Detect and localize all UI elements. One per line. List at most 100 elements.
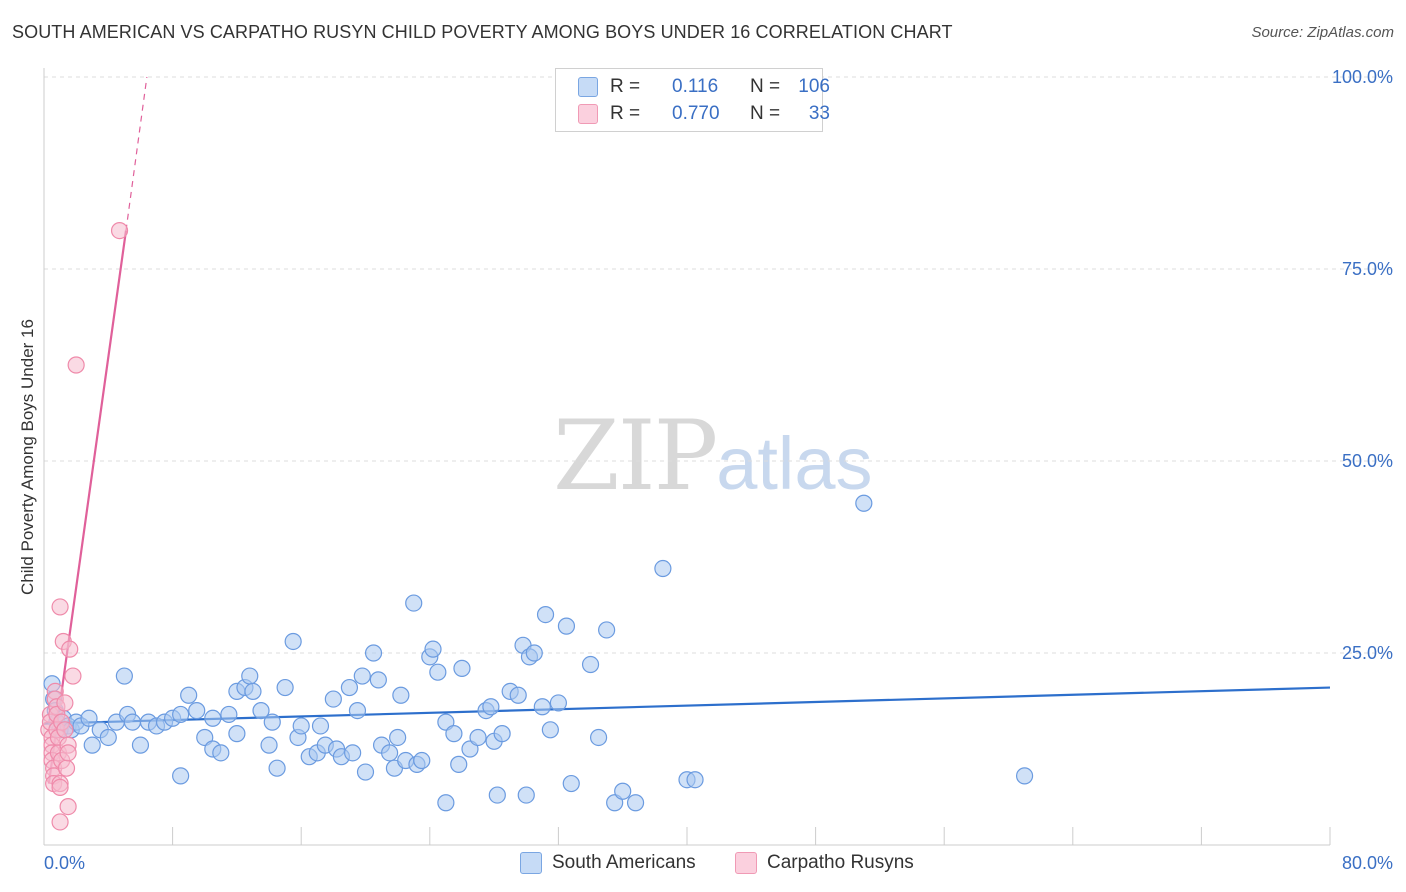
south-americans-point xyxy=(263,713,281,731)
bottom-legend-swatch-blue xyxy=(520,852,542,874)
legend-swatch-blue xyxy=(578,77,598,97)
south-americans-point xyxy=(445,725,463,743)
south-americans-point xyxy=(123,713,142,731)
south-americans-point xyxy=(488,786,506,804)
carpatho-rusyns-point xyxy=(59,744,77,762)
south-americans-point xyxy=(131,736,150,754)
south-americans-point xyxy=(536,605,555,624)
south-americans-point xyxy=(429,663,447,681)
y-tick-label: 25.0% xyxy=(1342,643,1393,663)
south-americans-point xyxy=(614,782,632,800)
south-americans-point xyxy=(115,667,133,685)
south-americans-point xyxy=(405,594,423,612)
south-americans-point xyxy=(228,725,246,743)
carpatho-rusyns-point xyxy=(61,640,79,658)
south-americans-point xyxy=(324,690,342,708)
south-americans-point xyxy=(204,709,222,727)
south-americans-point xyxy=(482,698,500,716)
south-americans-point xyxy=(99,728,117,747)
tick-labels: 25.0% 50.0% 75.0% 100.0% 0.0% 80.0% Child Pove… xyxy=(18,67,1393,873)
south-americans-point xyxy=(80,709,98,727)
watermark-zip: ZIP xyxy=(553,400,718,512)
south-americans-point xyxy=(353,667,371,685)
south-americans-point xyxy=(172,705,190,724)
south-americans-point xyxy=(364,644,383,662)
watermark-atlas: atlas xyxy=(716,422,873,505)
south-americans-point xyxy=(424,640,442,658)
carpatho-rusyns-point xyxy=(57,759,76,777)
south-americans-point xyxy=(541,721,559,739)
carpatho-rusyns-point xyxy=(51,778,69,797)
carpatho-rusyns-point xyxy=(56,721,74,739)
south-americans-point xyxy=(517,786,535,804)
south-americans-point xyxy=(356,763,375,781)
south-americans-point xyxy=(241,667,259,685)
south-americans-point xyxy=(509,686,527,704)
legend-n-value: 33 xyxy=(808,103,830,124)
south-americans-point xyxy=(284,632,302,651)
y-axis-label: Child Poverty Among Boys Under 16 xyxy=(18,319,37,595)
carpatho-rusyns-point xyxy=(64,667,82,685)
south-americans-point xyxy=(533,698,551,716)
legend-r-label: R = xyxy=(610,76,641,97)
south-americans-point xyxy=(212,744,230,762)
south-americans-point xyxy=(469,728,487,747)
south-americans-point xyxy=(392,686,410,704)
legend-r-value: 0.770 xyxy=(672,103,720,124)
south-americans-point xyxy=(188,701,206,720)
south-americans-point xyxy=(180,686,198,704)
y-tick-label: 100.0% xyxy=(1332,67,1393,87)
carpatho-rusyns-point xyxy=(56,694,74,712)
south-americans-point xyxy=(493,725,511,743)
south-americans-point xyxy=(252,701,270,720)
south-americans-point xyxy=(581,655,600,674)
south-americans-point xyxy=(220,705,238,724)
y-tick-label: 50.0% xyxy=(1342,451,1393,471)
carpatho-rusyns-point xyxy=(110,222,129,240)
south-americans-point xyxy=(654,559,672,578)
carpatho-rusyns-point xyxy=(59,797,77,816)
legend-n-label: N = xyxy=(750,76,781,97)
bottom-legend-swatch-pink xyxy=(735,852,757,874)
watermark: ZIPatlas xyxy=(553,400,873,512)
south-americans-point xyxy=(172,767,190,785)
south-americans-point xyxy=(276,678,294,697)
legend-row-south-americans: R = 0.116 N = 106 xyxy=(578,75,830,99)
south-americans-point xyxy=(437,794,455,812)
south-americans-point xyxy=(549,694,568,712)
south-americans-point xyxy=(381,744,399,762)
carpatho-rusyns-point xyxy=(51,813,69,831)
stats-legend: R = 0.116 N = 106 R = 0.770 N = 33 xyxy=(555,68,830,132)
south-americans-point xyxy=(340,678,359,697)
bottom-legend-label: Carpatho Rusyns xyxy=(767,852,914,873)
south-americans-point xyxy=(525,644,543,662)
south-americans-point xyxy=(369,671,387,689)
south-americans-points xyxy=(43,494,1034,812)
legend-n-label: N = xyxy=(750,103,781,124)
south-americans-point xyxy=(1015,767,1034,785)
south-americans-point xyxy=(268,759,286,777)
legend-row-carpatho-rusyns: R = 0.770 N = 33 xyxy=(578,102,830,126)
grid-lines xyxy=(44,76,1392,654)
legend-n-value: 106 xyxy=(798,76,830,97)
carpatho-rusyns-points xyxy=(40,222,129,831)
carpatho-rusyns-point xyxy=(67,356,85,374)
south-americans-point xyxy=(292,717,310,735)
carpatho-rusyns-point xyxy=(51,598,69,616)
south-americans-point xyxy=(311,717,330,735)
bottom-legend-south-americans: South Americans xyxy=(520,852,696,874)
south-americans-point xyxy=(413,751,431,770)
legend-swatch-pink xyxy=(578,104,598,124)
south-americans-point xyxy=(562,774,580,793)
y-tick-label: 75.0% xyxy=(1342,259,1393,279)
south-americans-point xyxy=(557,617,576,635)
south-americans-point xyxy=(348,701,367,720)
source-label: Source: ZipAtlas.com xyxy=(1251,24,1394,41)
legend-r-value: 0.116 xyxy=(672,76,719,97)
chart-title: SOUTH AMERICAN VS CARPATHO RUSYN CHILD P… xyxy=(12,22,953,42)
x-tick-label-min: 0.0% xyxy=(44,853,85,873)
south-americans-point xyxy=(855,494,873,512)
south-americans-point xyxy=(389,728,407,747)
bottom-legend-label: South Americans xyxy=(552,852,696,873)
south-americans-point xyxy=(626,794,645,812)
